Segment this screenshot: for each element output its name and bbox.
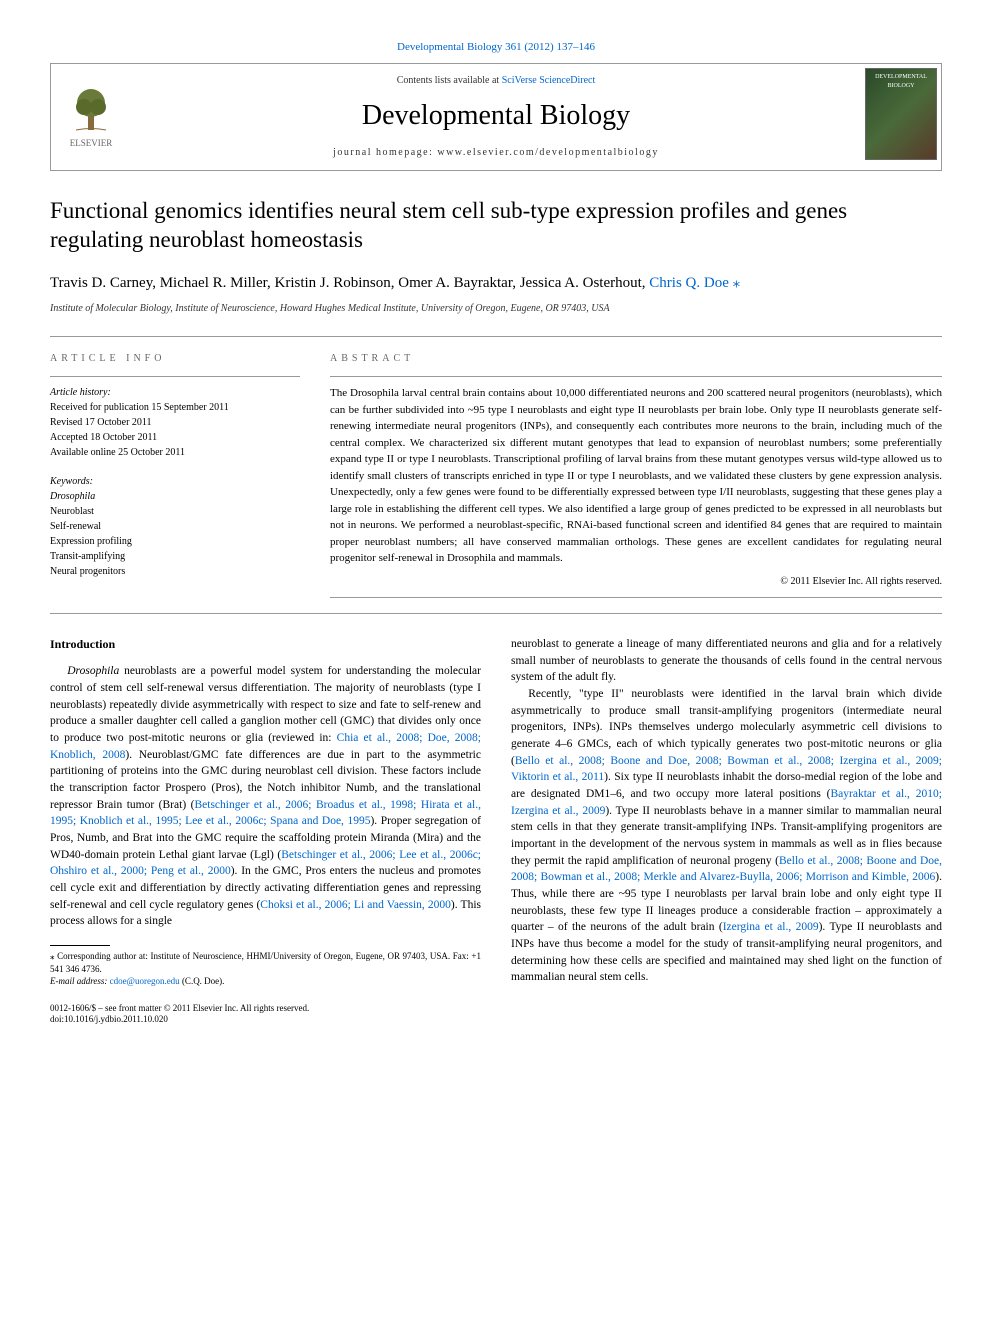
- article-info-column: ARTICLE INFO Article history: Received f…: [50, 352, 300, 598]
- abstract-column: ABSTRACT The Drosophila larval central b…: [330, 352, 942, 598]
- ref-4[interactable]: Choksi et al., 2006; Li and Vaessin, 200…: [260, 899, 451, 911]
- divider-abs-bot: [330, 597, 942, 598]
- footer-line-1: 0012-1606/$ – see front matter © 2011 El…: [50, 1003, 942, 1015]
- column-right: neuroblast to generate a lineage of many…: [511, 636, 942, 988]
- article-title: Functional genomics identifies neural st…: [50, 196, 942, 256]
- keyword-1: Neuroblast: [50, 504, 300, 519]
- divider-info: [50, 376, 300, 377]
- keyword-2: Self-renewal: [50, 519, 300, 534]
- contents-prefix: Contents lists available at: [397, 75, 502, 86]
- col2-paragraph-1: Recently, "type II" neuroblasts were ide…: [511, 686, 942, 986]
- divider-body: [50, 613, 942, 614]
- intro-paragraph-1: Drosophila neuroblasts are a powerful mo…: [50, 663, 481, 930]
- keyword-3: Expression profiling: [50, 534, 300, 549]
- top-citation: Developmental Biology 361 (2012) 137–146: [50, 40, 942, 55]
- article-history: Article history: Received for publicatio…: [50, 385, 300, 460]
- keyword-4: Transit-amplifying: [50, 549, 300, 564]
- elsevier-tree-icon: [66, 85, 116, 135]
- email-link[interactable]: cdoe@uoregon.edu: [110, 976, 180, 986]
- journal-header: ELSEVIER Contents lists available at Sci…: [50, 63, 942, 170]
- email-label: E-mail address:: [50, 976, 110, 986]
- homepage-line: journal homepage: www.elsevier.com/devel…: [131, 146, 861, 160]
- col2-continuation: neuroblast to generate a lineage of many…: [511, 636, 942, 686]
- abstract-text: The Drosophila larval central brain cont…: [330, 385, 942, 567]
- keyword-0: Drosophila: [50, 489, 300, 504]
- history-revised: Revised 17 October 2011: [50, 415, 300, 430]
- homepage-prefix: journal homepage:: [333, 147, 437, 158]
- column-left: Introduction Drosophila neuroblasts are …: [50, 636, 481, 988]
- sciencedirect-link[interactable]: SciVerse ScienceDirect: [502, 75, 596, 86]
- page-root: Developmental Biology 361 (2012) 137–146…: [0, 0, 992, 1056]
- journal-name: Developmental Biology: [131, 96, 861, 135]
- body-columns: Introduction Drosophila neuroblasts are …: [50, 636, 942, 988]
- keyword-5: Neural progenitors: [50, 564, 300, 579]
- corresponding-author[interactable]: Chris Q. Doe: [649, 275, 729, 291]
- footnote-corr: ⁎ Corresponding author at: Institute of …: [50, 950, 481, 975]
- divider-abs-top: [330, 376, 942, 377]
- history-accepted: Accepted 18 October 2011: [50, 430, 300, 445]
- keywords: Keywords: Drosophila Neuroblast Self-ren…: [50, 474, 300, 579]
- citation-link[interactable]: Developmental Biology 361 (2012) 137–146: [397, 41, 595, 53]
- author-list: Travis D. Carney, Michael R. Miller, Kri…: [50, 275, 649, 291]
- history-received: Received for publication 15 September 20…: [50, 400, 300, 415]
- authors: Travis D. Carney, Michael R. Miller, Kri…: [50, 273, 942, 294]
- p1-italic: Drosophila: [67, 665, 119, 677]
- divider-top: [50, 336, 942, 337]
- footer-line-2: doi:10.1016/j.ydbio.2011.10.020: [50, 1014, 942, 1026]
- ref-c2-4[interactable]: Izergina et al., 2009: [723, 921, 819, 933]
- article-info-label: ARTICLE INFO: [50, 352, 300, 366]
- footnote-email: E-mail address: cdoe@uoregon.edu (C.Q. D…: [50, 975, 481, 988]
- homepage-url: www.elsevier.com/developmentalbiology: [437, 147, 658, 158]
- history-online: Available online 25 October 2011: [50, 445, 300, 460]
- footnote-separator: [50, 945, 110, 946]
- meta-row: ARTICLE INFO Article history: Received f…: [50, 352, 942, 598]
- corr-star-icon[interactable]: ⁎: [733, 275, 741, 291]
- copyright: © 2011 Elsevier Inc. All rights reserved…: [330, 575, 942, 589]
- email-suffix: (C.Q. Doe).: [180, 976, 225, 986]
- cover-label: DEVELOPMENTAL BIOLOGY: [866, 73, 936, 90]
- elsevier-label: ELSEVIER: [70, 137, 113, 150]
- keywords-header: Keywords:: [50, 474, 300, 489]
- affiliation: Institute of Molecular Biology, Institut…: [50, 302, 942, 316]
- abstract-label: ABSTRACT: [330, 352, 942, 366]
- cover-thumbnail: DEVELOPMENTAL BIOLOGY: [861, 64, 941, 169]
- elsevier-logo: ELSEVIER: [51, 64, 131, 169]
- contents-line: Contents lists available at SciVerse Sci…: [131, 74, 861, 88]
- history-header: Article history:: [50, 385, 300, 400]
- introduction-heading: Introduction: [50, 636, 481, 653]
- page-footer: 0012-1606/$ – see front matter © 2011 El…: [50, 1003, 942, 1026]
- header-center: Contents lists available at SciVerse Sci…: [131, 64, 861, 169]
